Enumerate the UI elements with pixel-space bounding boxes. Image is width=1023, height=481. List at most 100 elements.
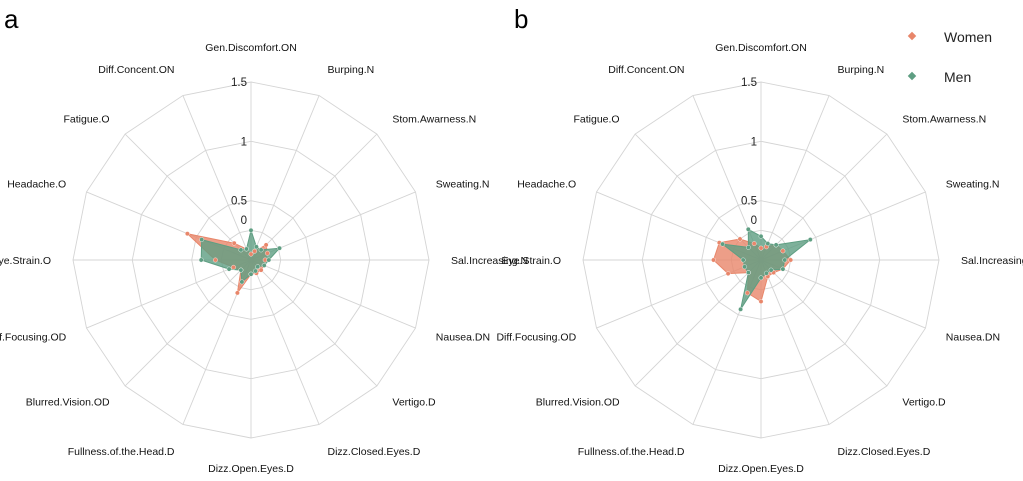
axis-label: Dizz.Closed.Eyes.D <box>328 446 421 458</box>
data-point-men <box>773 242 779 248</box>
data-point-women <box>252 248 258 254</box>
axis-label: Sweating.N <box>946 179 1000 191</box>
spoke-line <box>250 95 320 261</box>
data-point-men <box>782 257 788 263</box>
data-point-men <box>248 227 254 233</box>
data-point-men <box>261 262 267 268</box>
spoke-line <box>760 259 888 387</box>
data-point-women <box>234 290 240 296</box>
tick-label: 1.5 <box>231 77 247 89</box>
radar-chart-b: 0 0.5 1 1.5 Gen.Discomfort.ON Burping.N Stom.A… <box>496 42 1023 475</box>
tick-label: 0 <box>241 215 247 227</box>
axis-label: Dizz.Open.Eyes.D <box>208 463 294 475</box>
tick-label: 0 <box>751 215 757 227</box>
axis-label: Gen.Discomfort.ON <box>715 42 807 54</box>
data-point-women <box>745 290 750 296</box>
panel-letter-b: b <box>514 4 528 34</box>
axis-label: Nausea.DN <box>946 332 1000 344</box>
spoke-line <box>760 259 830 425</box>
data-point-women <box>212 257 218 263</box>
axis-label: Blurred.Vision.OD <box>536 396 620 408</box>
radar-chart-a: 0 0.5 1 1.5 Gen.Discomfort.ON Burping.N Stom.A… <box>0 42 528 475</box>
data-point-men <box>758 233 764 239</box>
axis-label: Fullness.of.the.Head.D <box>68 446 175 458</box>
axis-label: Diff.Focusing.OD <box>0 332 67 344</box>
data-point-women <box>788 257 794 263</box>
data-point-men <box>764 270 769 276</box>
axis-label: Eye.Strain.O <box>501 255 561 267</box>
data-point-men <box>765 241 771 247</box>
tick-label: 1 <box>751 136 757 148</box>
axis-label: Headache.O <box>517 179 576 191</box>
tick-label: 1.5 <box>741 77 757 89</box>
axis-label: Gen.Discomfort.ON <box>205 42 297 54</box>
spoke-line <box>124 259 252 387</box>
spoke-line <box>124 133 252 261</box>
data-point-men <box>198 257 204 263</box>
data-point-women <box>231 264 236 270</box>
data-point-women <box>258 267 264 273</box>
axis-label: Sweating.N <box>436 179 490 191</box>
tick-label: 1 <box>241 136 247 148</box>
data-point-men <box>239 279 245 285</box>
data-point-women <box>780 248 786 254</box>
axis-label: Vertigo.D <box>902 396 946 408</box>
data-point-women <box>758 245 764 251</box>
data-point-men <box>244 246 249 252</box>
data-point-men <box>266 257 272 263</box>
spoke-line <box>760 133 888 261</box>
data-point-men <box>238 247 244 253</box>
axis-label: Sal.Increasing.N <box>961 255 1023 267</box>
spoke-line <box>250 259 320 425</box>
data-point-men <box>768 267 774 273</box>
data-point-women <box>264 250 270 256</box>
data-point-women <box>711 257 716 263</box>
spoke-line <box>634 259 762 387</box>
legend-women-label: Women <box>944 29 992 45</box>
spoke-line <box>760 95 830 261</box>
axis-label: Sal.Increasing.N <box>451 255 528 267</box>
axis-label: Dizz.Closed.Eyes.D <box>838 446 931 458</box>
data-point-women <box>758 299 764 304</box>
legend-men-marker <box>907 71 917 81</box>
data-point-men <box>742 264 747 270</box>
spoke-line <box>250 133 378 261</box>
data-point-men <box>226 266 232 272</box>
spoke-line <box>86 259 252 329</box>
data-point-men <box>720 241 725 247</box>
data-point-men <box>253 268 258 274</box>
data-point-men <box>238 267 244 273</box>
data-point-men <box>745 226 751 232</box>
data-point-men <box>248 271 254 277</box>
tick-label: 0.5 <box>231 196 247 208</box>
axis-label: Nausea.DN <box>436 332 490 344</box>
data-point-men <box>253 244 259 250</box>
data-point-men <box>807 237 813 243</box>
data-point-women <box>751 241 757 247</box>
data-point-men <box>758 275 764 281</box>
axis-label: Burping.N <box>838 64 885 76</box>
data-point-men <box>277 245 282 251</box>
axis-label: Dizz.Open.Eyes.D <box>718 463 804 475</box>
data-point-women <box>248 251 254 257</box>
spoke-line <box>182 95 252 261</box>
data-point-men <box>780 266 786 272</box>
axis-label: Fatigue.O <box>573 114 619 126</box>
axis-label: Stom.Awarness.N <box>902 114 986 126</box>
axis-label: Diff.Concent.ON <box>98 64 174 76</box>
axis-label: Diff.Focusing.OD <box>496 332 576 344</box>
data-point-men <box>258 247 264 253</box>
data-point-men <box>199 237 205 243</box>
axis-label: Stom.Awarness.N <box>392 114 476 126</box>
legend-women-marker <box>907 31 917 41</box>
data-point-men <box>746 270 751 275</box>
data-point-women <box>263 242 269 248</box>
axis-label: Diff.Concent.ON <box>608 64 684 76</box>
axis-label: Eye.Strain.O <box>0 255 51 267</box>
data-point-men <box>738 306 743 312</box>
data-point-men <box>740 257 746 263</box>
data-point-men <box>746 244 751 250</box>
data-point-women <box>737 236 743 242</box>
spoke-line <box>250 259 378 387</box>
axis-label: Vertigo.D <box>392 396 436 408</box>
